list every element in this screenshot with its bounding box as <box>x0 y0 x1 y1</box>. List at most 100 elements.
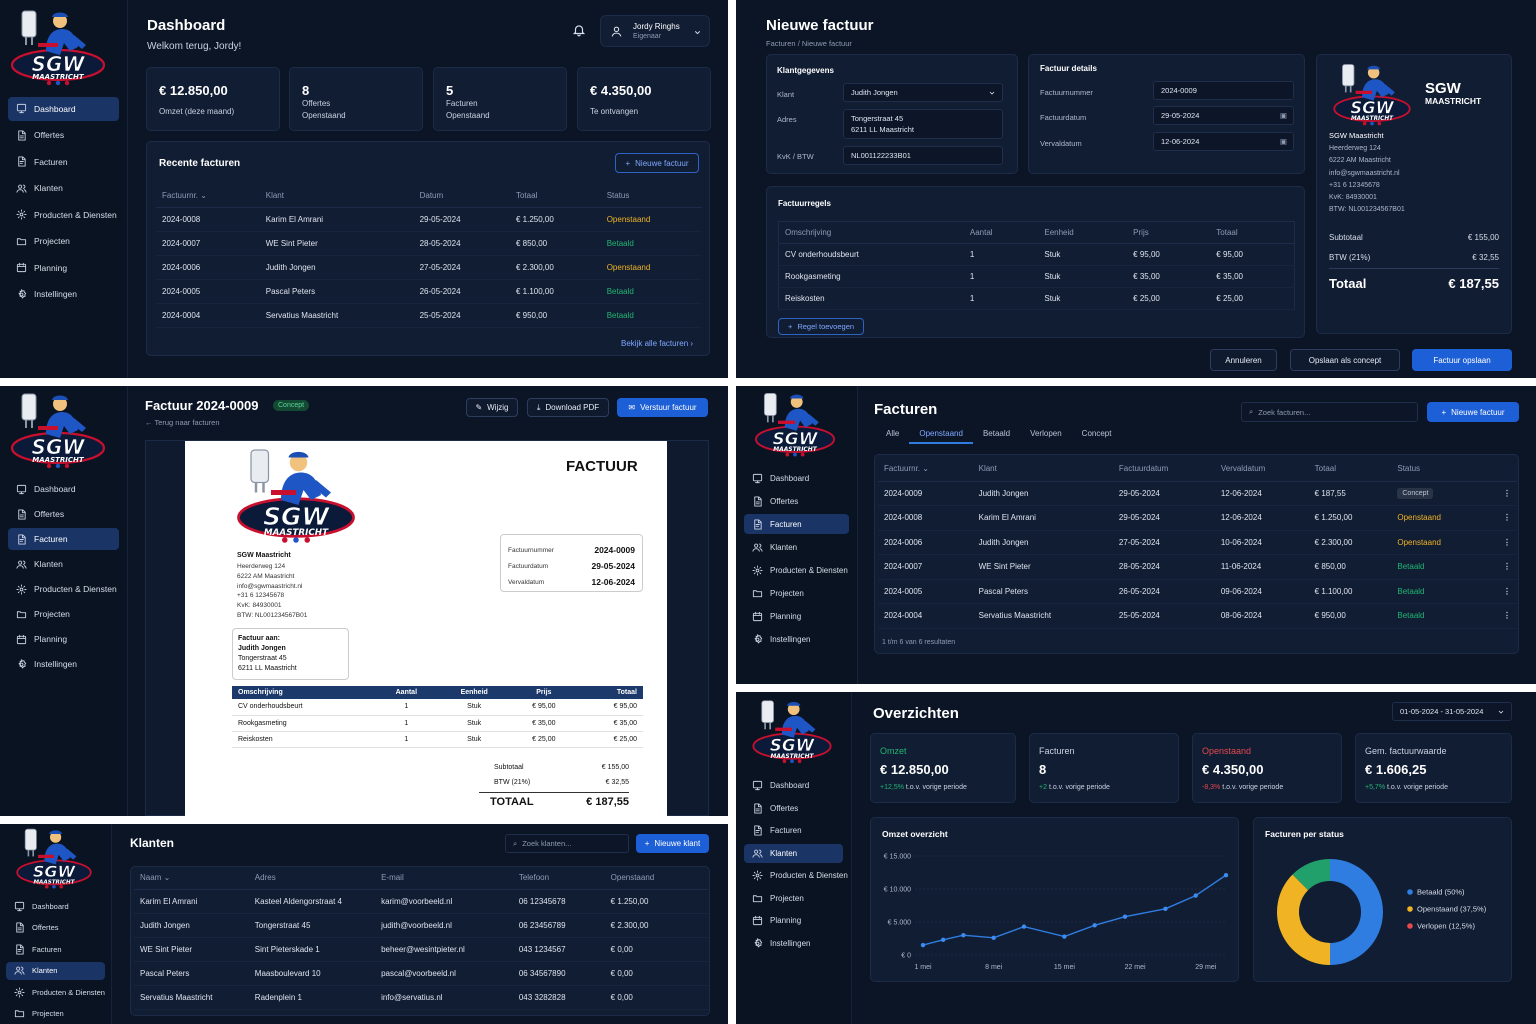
table-row[interactable]: Pascal Peters Maasboulevard 10 pascal@voor… <box>134 961 708 986</box>
sidebar-item-klanten[interactable]: Klanten <box>744 537 849 557</box>
column-header[interactable]: Factuurnr. ⌄ <box>878 457 973 482</box>
table-row[interactable]: 2024-0007 WE Sint Pieter 28-05-2024 11-06-2… <box>878 554 1517 580</box>
add-line-button[interactable]: + Regel toevoegen <box>778 318 864 335</box>
sidebar-item-facturen[interactable]: Facturen <box>8 150 119 174</box>
column-header[interactable]: Naam ⌄ <box>134 867 249 890</box>
client-select[interactable]: Judith Jongen <box>843 83 1003 102</box>
sidebar-item-klanten[interactable]: Klanten <box>744 843 843 863</box>
sidebar-item-klanten[interactable]: Klanten <box>8 177 119 201</box>
sidebar-item-dashboard[interactable]: Dashboard <box>744 776 843 796</box>
cancel-button[interactable]: Annuleren <box>1210 349 1277 371</box>
sidebar-item-projecten[interactable]: Projecten <box>6 1005 105 1024</box>
column-header[interactable]: Factuurnr. ⌄ <box>156 185 260 208</box>
sidebar-item-producten-diensten[interactable]: Producten & Diensten <box>6 983 105 1002</box>
more-options-icon[interactable]: ⋮ <box>1503 586 1511 596</box>
sidebar-item-offertes[interactable]: Offertes <box>744 799 843 819</box>
table-row[interactable]: 2024-0006 Judith Jongen 27-05-2024 € 2.300,… <box>156 255 702 280</box>
more-options-icon[interactable]: ⋮ <box>1503 537 1511 547</box>
table-row[interactable]: 2024-0004 Servatius Maastricht 25-05-2024 €… <box>156 303 702 328</box>
tab-concept[interactable]: Concept <box>1081 429 1112 438</box>
sidebar-item-projecten[interactable]: Projecten <box>744 889 843 909</box>
sidebar-item-dashboard[interactable]: Dashboard <box>6 897 105 916</box>
new-client-button[interactable]: + Nieuwe klant <box>636 834 709 853</box>
table-row[interactable]: Reiskosten 1 Stuk € 25,00 € 25,00 <box>232 731 643 748</box>
invoice-number-field[interactable]: 2024-0009 <box>1153 81 1294 100</box>
sidebar-item-projecten[interactable]: Projecten <box>8 603 119 625</box>
table-row[interactable]: 2024-0004 Servatius Maastricht 25-05-2024 0… <box>878 603 1517 629</box>
table-row[interactable]: Judith Jongen Tongerstraat 45 judith@voorb… <box>134 913 708 938</box>
save-draft-button[interactable]: Opslaan als concept <box>1290 349 1400 371</box>
table-row[interactable]: Rookgasmeting 1 Stuk € 35,00 € 35,00 <box>778 265 1295 288</box>
sidebar-item-facturen[interactable]: Facturen <box>6 940 105 959</box>
view-all-link[interactable]: Bekijk alle facturen › <box>621 339 694 348</box>
table-row[interactable]: CV onderhoudsbeurt 1 Stuk € 95,00 € 95,00 <box>232 699 643 716</box>
sidebar-item-dashboard[interactable]: Dashboard <box>8 97 119 121</box>
date-range-select[interactable]: 01-05-2024 - 31-05-2024 <box>1392 702 1512 721</box>
due-date-field[interactable]: 12-06-2024 ▣ <box>1153 132 1294 151</box>
table-row[interactable]: CV onderhoudsbeurt 1 Stuk € 95,00 € 95,00 <box>778 243 1295 266</box>
sidebar-item-klanten[interactable]: Klanten <box>8 553 119 575</box>
sidebar-item-offertes[interactable]: Offertes <box>744 491 849 511</box>
search-input[interactable]: ⌕ Zoek facturen... <box>1241 402 1418 422</box>
sidebar-item-producten-diensten[interactable]: Producten & Diensten <box>744 560 849 580</box>
table-row[interactable]: WE Sint Pieter Sint Pieterskade 1 beheer@w… <box>134 937 708 962</box>
address-field[interactable]: Tongerstraat 45 6211 LL Maastricht <box>843 109 1003 139</box>
more-options-icon[interactable]: ⋮ <box>1503 513 1511 523</box>
tab-alle[interactable]: Alle <box>886 429 900 438</box>
tab-betaald[interactable]: Betaald <box>982 429 1011 438</box>
table-row[interactable]: 2024-0005 Pascal Peters 26-05-2024 09-06-20… <box>878 579 1517 604</box>
more-options-icon[interactable]: ⋮ <box>1503 488 1511 498</box>
sidebar-item-planning[interactable]: Planning <box>744 911 843 931</box>
table-row[interactable]: 2024-0009 Judith Jongen 29-05-2024 12-06-20… <box>878 481 1517 506</box>
table-row[interactable]: Karim El Amrani Kasteel Aldengorstraat 4 k… <box>134 889 708 914</box>
sidebar-item-projecten[interactable]: Projecten <box>8 230 119 254</box>
table-row[interactable]: 2024-0007 WE Sint Pieter 28-05-2024 € 850,0… <box>156 231 702 256</box>
sidebar-item-instellingen[interactable]: Instellingen <box>744 629 849 649</box>
sidebar-item-projecten[interactable]: Projecten <box>744 583 849 603</box>
save-invoice-button[interactable]: Factuur opslaan <box>1412 349 1512 371</box>
sidebar-item-producten-diensten[interactable]: Producten & Diensten <box>744 866 848 886</box>
breadcrumb-facturen[interactable]: Facturen <box>766 39 796 48</box>
sidebar-item-instellingen[interactable]: Instellingen <box>8 653 119 675</box>
tab-openstaand[interactable]: Openstaand <box>909 429 973 444</box>
sidebar-item-planning[interactable]: Planning <box>8 256 119 280</box>
new-invoice-button[interactable]: + Nieuwe factuur <box>1427 402 1519 422</box>
invoice-date-field[interactable]: 29-05-2024 ▣ <box>1153 106 1294 125</box>
table-row[interactable]: Rookgasmeting 1 Stuk € 35,00 € 35,00 <box>232 715 643 732</box>
sidebar-item-instellingen[interactable]: Instellingen <box>744 934 843 954</box>
table-row[interactable]: Servatius Maastricht Radenplein 1 info@ser… <box>134 985 708 1010</box>
back-link[interactable]: ← Terug naar facturen <box>145 418 220 427</box>
sidebar-item-facturen[interactable]: Facturen <box>744 821 843 841</box>
sidebar-item-offertes[interactable]: Offertes <box>8 503 119 525</box>
sidebar-item-dashboard[interactable]: Dashboard <box>8 478 119 500</box>
sidebar-item-facturen[interactable]: Facturen <box>744 514 849 534</box>
table-row[interactable]: 2024-0008 Karim El Amrani 29-05-2024 € 1.25… <box>156 207 702 232</box>
sidebar-item-dashboard[interactable]: Dashboard <box>744 468 849 488</box>
bell-icon[interactable] <box>572 23 586 39</box>
sidebar-item-planning[interactable]: Planning <box>8 628 119 650</box>
table-row[interactable]: 2024-0006 Judith Jongen 27-05-2024 10-06-20… <box>878 530 1517 555</box>
new-invoice-button[interactable]: + Nieuwe factuur <box>615 153 699 173</box>
sidebar-item-offertes[interactable]: Offertes <box>6 919 105 938</box>
sidebar-item-planning[interactable]: Planning <box>744 606 849 626</box>
more-options-icon[interactable]: ⋮ <box>1503 562 1511 572</box>
edit-button[interactable]: ✎ Wijzig <box>466 398 518 417</box>
more-options-icon[interactable]: ⋮ <box>1503 611 1511 621</box>
user-menu[interactable]: Jordy Ringhs Eigenaar <box>600 15 710 47</box>
sidebar-item-offertes[interactable]: Offertes <box>8 124 119 148</box>
sidebar-item-producten-diensten[interactable]: Producten & Diensten <box>8 203 119 227</box>
sidebar-item-facturen[interactable]: Facturen <box>8 528 119 550</box>
kvk-field[interactable]: NL001122233B01 <box>843 146 1003 165</box>
table-row[interactable]: 2024-0008 Karim El Amrani 29-05-2024 12-06-… <box>878 505 1517 531</box>
calendar-icon[interactable]: ▣ <box>1279 137 1287 146</box>
sidebar-item-klanten[interactable]: Klanten <box>6 961 105 980</box>
send-invoice-button[interactable]: ✉ Verstuur factuur <box>617 398 708 417</box>
sidebar-item-instellingen[interactable]: Instellingen <box>8 283 119 307</box>
table-row[interactable]: 2024-0005 Pascal Peters 26-05-2024 € 1.100,… <box>156 279 702 304</box>
table-row[interactable]: Reiskosten 1 Stuk € 25,00 € 25,00 <box>778 287 1295 310</box>
search-input[interactable]: ⌕ Zoek klanten... <box>505 834 629 853</box>
sidebar-item-producten-diensten[interactable]: Producten & Diensten <box>8 578 119 600</box>
tab-verlopen[interactable]: Verlopen <box>1030 429 1062 438</box>
calendar-icon[interactable]: ▣ <box>1279 111 1287 120</box>
download-pdf-button[interactable]: ⤓ Download PDF <box>527 398 609 417</box>
